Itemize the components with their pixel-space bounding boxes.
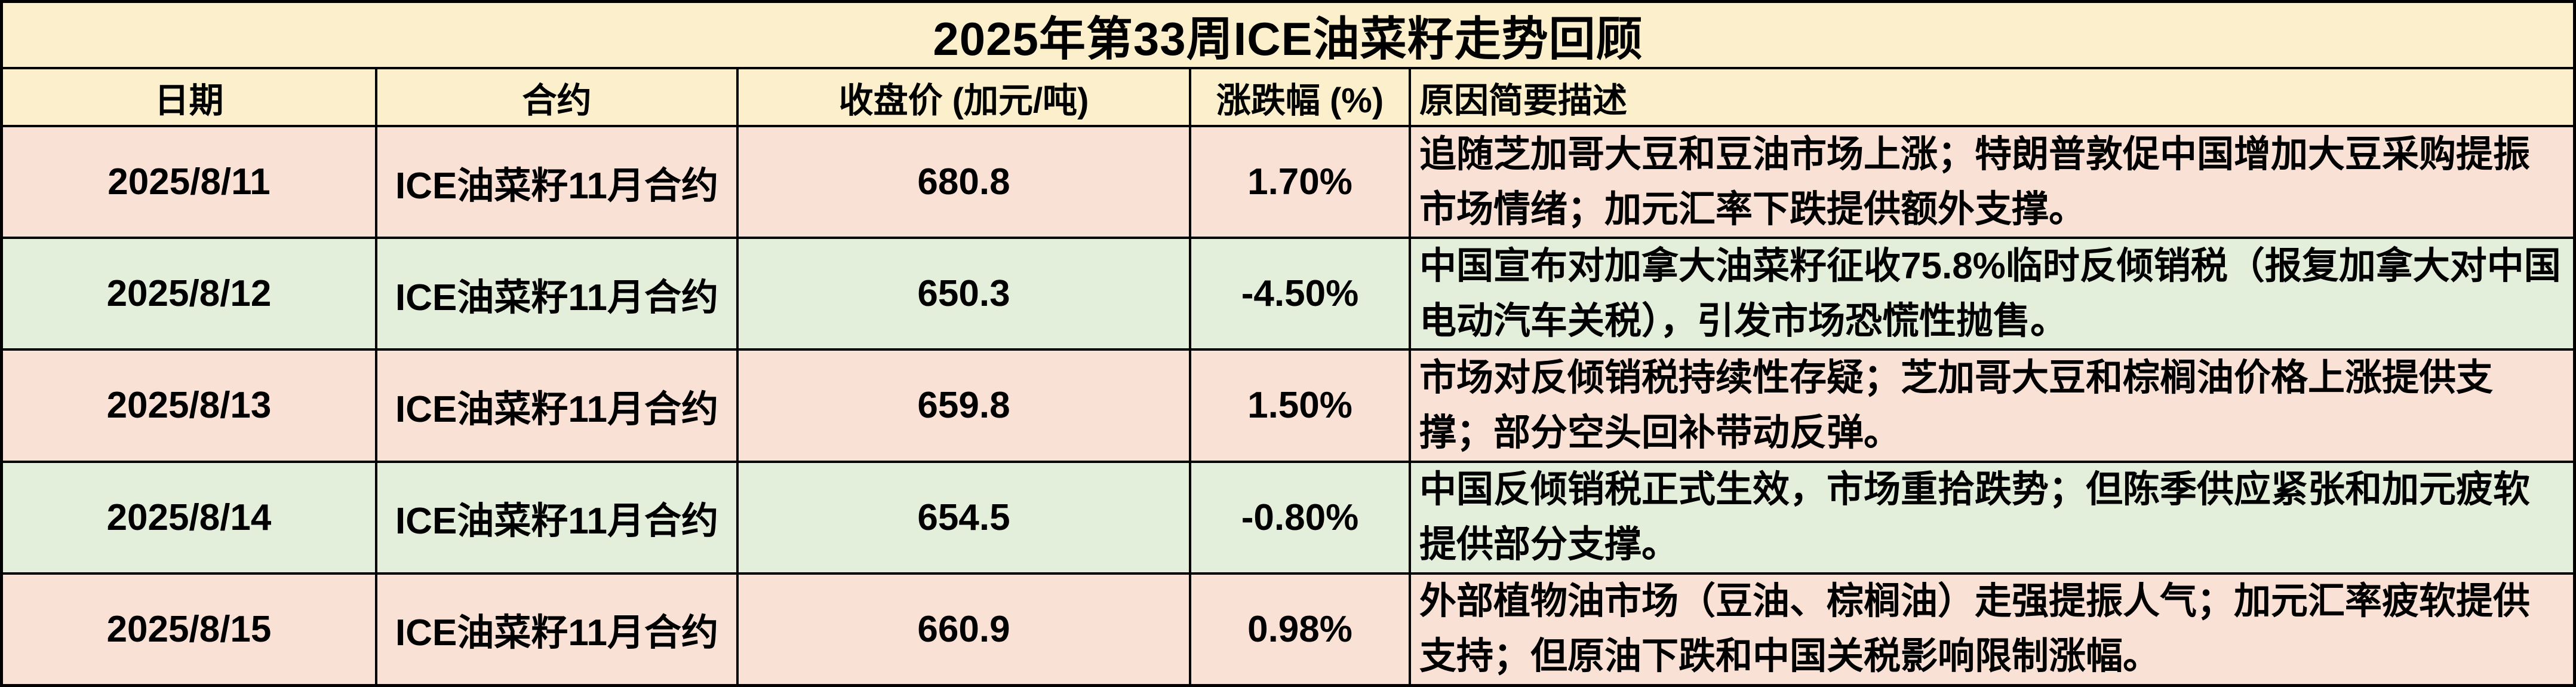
change-pct-cell: -4.50% — [1191, 239, 1409, 349]
reason-cell: 中国反倾销税正式生效，市场重拾跌势；但陈季供应紧张和加元疲软提供部分支撑。 — [1411, 462, 2573, 572]
reason-cell: 追随芝加哥大豆和豆油市场上涨；特朗普敦促中国增加大豆采购提振市场情绪；加元汇率下… — [1411, 127, 2573, 237]
close-price-cell: 659.8 — [739, 351, 1189, 461]
reason-text: 外部植物油市场（豆油、棕榈油）走强提振人气；加元汇率疲软提供支持；但原油下跌和中… — [1419, 581, 2531, 677]
table-title: 2025年第33周ICE油菜籽走势回顾 — [3, 3, 2573, 67]
change-pct-cell: 1.50% — [1191, 351, 1409, 461]
contract-cell: ICE油菜籽11月合约 — [377, 574, 736, 684]
column-header-close-price: 收盘价 (加元/吨) — [739, 69, 1189, 125]
date-cell: 2025/8/13 — [3, 351, 375, 461]
reason-cell: 市场对反倾销税持续性存疑；芝加哥大豆和棕榈油价格上涨提供支撑；部分空头回补带动反… — [1411, 351, 2573, 461]
reason-cell: 外部植物油市场（豆油、棕榈油）走强提振人气；加元汇率疲软提供支持；但原油下跌和中… — [1411, 574, 2573, 684]
change-pct-cell: 0.98% — [1191, 574, 1409, 684]
close-price-cell: 654.5 — [739, 462, 1189, 572]
date-cell: 2025/8/14 — [3, 462, 375, 572]
reason-text: 中国反倾销税正式生效，市场重拾跌势；但陈季供应紧张和加元疲软提供部分支撑。 — [1419, 469, 2531, 566]
reason-text: 中国宣布对加拿大油菜籽征收75.8%临时反倾销税（报复加拿大对中国电动汽车关税）… — [1419, 245, 2561, 342]
reason-cell: 中国宣布对加拿大油菜籽征收75.8%临时反倾销税（报复加拿大对中国电动汽车关税）… — [1411, 239, 2573, 349]
column-header-reason: 原因简要描述 — [1411, 69, 2573, 125]
date-cell: 2025/8/12 — [3, 239, 375, 349]
close-price-cell: 650.3 — [739, 239, 1189, 349]
date-cell: 2025/8/11 — [3, 127, 375, 237]
contract-cell: ICE油菜籽11月合约 — [377, 462, 736, 572]
contract-cell: ICE油菜籽11月合约 — [377, 127, 736, 237]
column-header-contract: 合约 — [377, 69, 736, 125]
date-cell: 2025/8/15 — [3, 574, 375, 684]
contract-cell: ICE油菜籽11月合约 — [377, 351, 736, 461]
column-header-date: 日期 — [3, 69, 375, 125]
column-header-change-pct: 涨跌幅 (%) — [1191, 69, 1409, 125]
reason-text: 市场对反倾销税持续性存疑；芝加哥大豆和棕榈油价格上涨提供支撑；部分空头回补带动反… — [1419, 357, 2494, 453]
reason-text: 追随芝加哥大豆和豆油市场上涨；特朗普敦促中国增加大豆采购提振市场情绪；加元汇率下… — [1419, 133, 2531, 230]
close-price-cell: 660.9 — [739, 574, 1189, 684]
contract-cell: ICE油菜籽11月合约 — [377, 239, 736, 349]
change-pct-cell: -0.80% — [1191, 462, 1409, 572]
change-pct-cell: 1.70% — [1191, 127, 1409, 237]
close-price-cell: 680.8 — [739, 127, 1189, 237]
